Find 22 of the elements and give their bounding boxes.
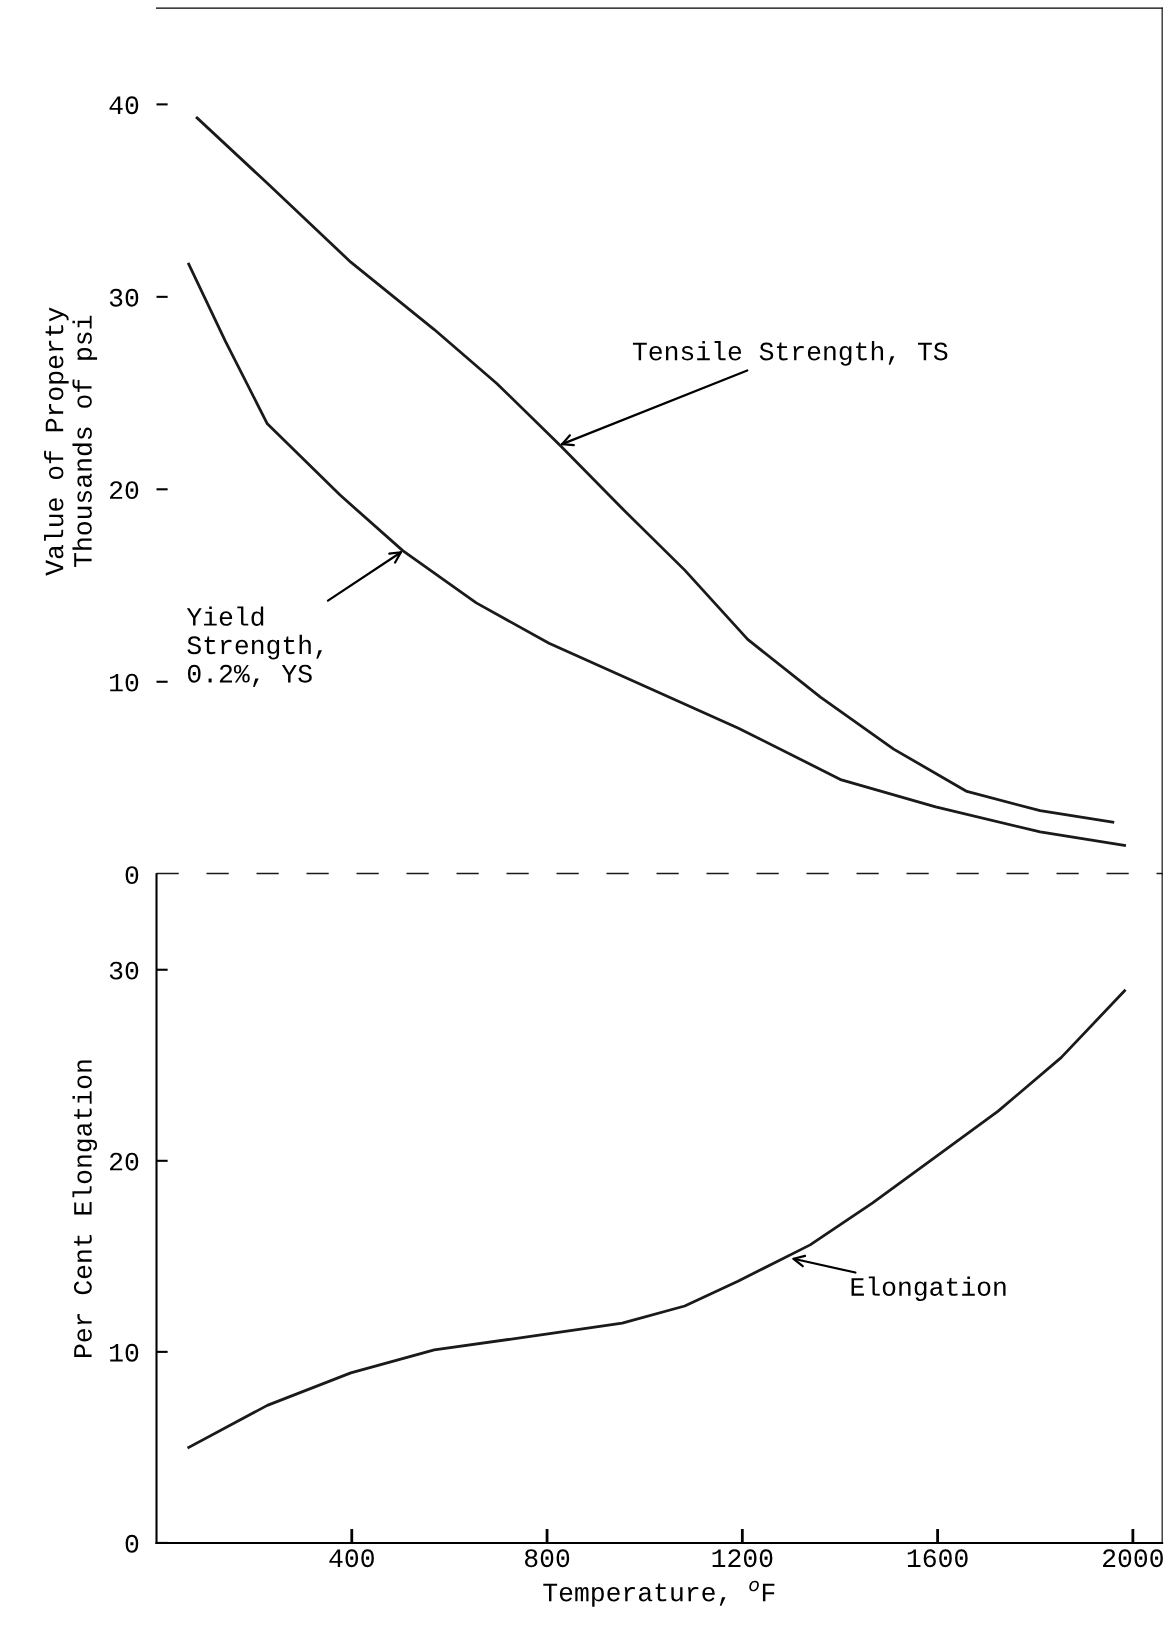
y-tick-label: 20 bbox=[110, 1152, 139, 1171]
y-tick-label: 10 bbox=[110, 673, 139, 692]
annotation: Yield Strength, 0.2%, YS bbox=[186, 606, 322, 688]
x-tick-label: 400 bbox=[329, 1549, 374, 1568]
x-tick-label: 1600 bbox=[907, 1549, 968, 1568]
y-axis-title: Value of Property Thousands of psi bbox=[44, 307, 98, 576]
annotation: Tensile Strength, TS bbox=[632, 341, 948, 366]
y-tick-label: 30 bbox=[109, 288, 139, 307]
annotation: Elongation bbox=[851, 1276, 1006, 1302]
line-series bbox=[187, 989, 1126, 1449]
y-tick-label: 20 bbox=[110, 481, 139, 500]
y-tick-label: 30 bbox=[109, 961, 139, 980]
y-tick-label: 0 bbox=[125, 1534, 139, 1553]
y-axis-title: Per Cent Elongation bbox=[72, 1060, 98, 1357]
x-tick-label: 800 bbox=[525, 1549, 570, 1568]
y-tick-label: 10 bbox=[110, 1343, 139, 1362]
y-tick-label: 40 bbox=[109, 96, 139, 115]
x-tick-label: 1200 bbox=[712, 1549, 773, 1568]
x-axis-title: Temperature, $^{o}$F bbox=[543, 1580, 775, 1607]
x-tick-label: 2000 bbox=[1103, 1549, 1163, 1568]
line-series bbox=[187, 262, 1126, 847]
y-tick-label: 0 bbox=[125, 866, 139, 885]
